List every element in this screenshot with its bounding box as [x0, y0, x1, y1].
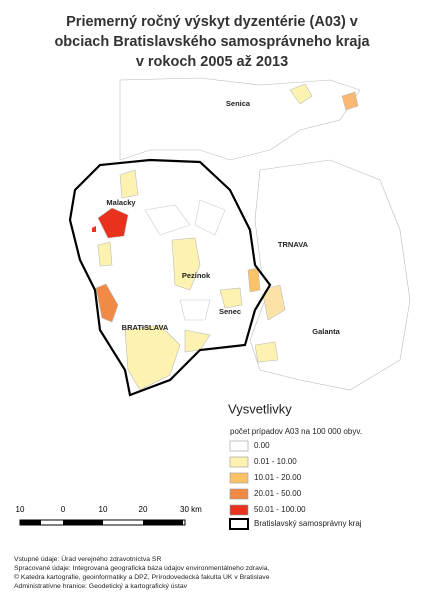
place-label: Galanta: [312, 327, 340, 336]
scale-label: 10: [16, 505, 25, 514]
source-line: Spracované údaje: Integrovaná geografick…: [14, 565, 270, 572]
scale-label: 30 km: [180, 505, 202, 514]
municipality: [124, 324, 181, 391]
legend-swatch: [229, 488, 249, 500]
municipality: [171, 237, 201, 291]
legend-swatch: [229, 440, 249, 452]
region-border: [68, 158, 272, 397]
place-label: BRATISLAVA: [122, 323, 169, 332]
scale-bar-segment: [143, 520, 183, 525]
source-line: © Katedra kartografie, geoinformatiky a …: [14, 573, 270, 581]
municipality: [289, 83, 313, 105]
legend-label: 50.01 - 100.00: [254, 505, 306, 514]
municipality: [261, 284, 286, 321]
municipality: [254, 341, 279, 363]
scale-bar: 10 0 10 20 30 km: [16, 505, 202, 526]
title-line: Priemerný ročný výskyt dyzentérie (A03) …: [66, 14, 358, 30]
legend-label: 0.01 - 10.00: [254, 457, 297, 466]
place-label: Senica: [226, 99, 251, 108]
municipality: [247, 267, 261, 293]
municipality: [219, 287, 243, 309]
legend-label: Bratislavský samosprávny kraj: [254, 519, 362, 528]
background-region: [119, 77, 361, 161]
scale-bar-segment: [20, 520, 41, 525]
scale-bar-segment: [63, 520, 103, 525]
background-region: [249, 159, 411, 391]
scale-label: 10: [99, 505, 108, 514]
legend-swatch: [229, 504, 249, 516]
municipality: [97, 241, 113, 267]
municipality: [97, 207, 129, 239]
map: [68, 77, 411, 397]
legend-swatch: [229, 472, 249, 484]
place-label: Senec: [219, 307, 241, 316]
legend: 0.00 0.01 - 10.00 10.01 - 20.00 20.01 - 50.…: [229, 440, 362, 530]
place-label: Pezinok: [182, 271, 211, 280]
source-line: Administratívne hranice: Geodetický a ka…: [14, 583, 188, 590]
municipality: [119, 169, 139, 199]
scale-label: 0: [61, 505, 66, 514]
legend-swatch: [229, 456, 249, 468]
title-line: v rokoch 2005 až 2013: [136, 54, 288, 70]
legend-title: Vysvetlivky: [228, 401, 292, 416]
scale-label: 20: [139, 505, 148, 514]
municipality: [341, 91, 359, 111]
municipality: [95, 283, 119, 323]
legend-label: 20.01 - 50.00: [254, 489, 302, 498]
place-label: TRNAVA: [278, 240, 309, 249]
legend-label: 0.00: [254, 441, 270, 450]
municipality: [92, 226, 96, 232]
place-label: Malacky: [106, 198, 136, 207]
legend-subtitle: počet prípadov A03 na 100 000 obyv.: [230, 427, 362, 436]
legend-label: 10.01 - 20.00: [254, 473, 302, 482]
title-line: obciach Bratislavského samosprávneho kra…: [54, 34, 370, 50]
source-line: Vstupné údaje: Úrad verejného zdravotníc…: [14, 554, 161, 563]
municipal-border: [144, 199, 226, 321]
legend-swatch: [229, 518, 249, 530]
